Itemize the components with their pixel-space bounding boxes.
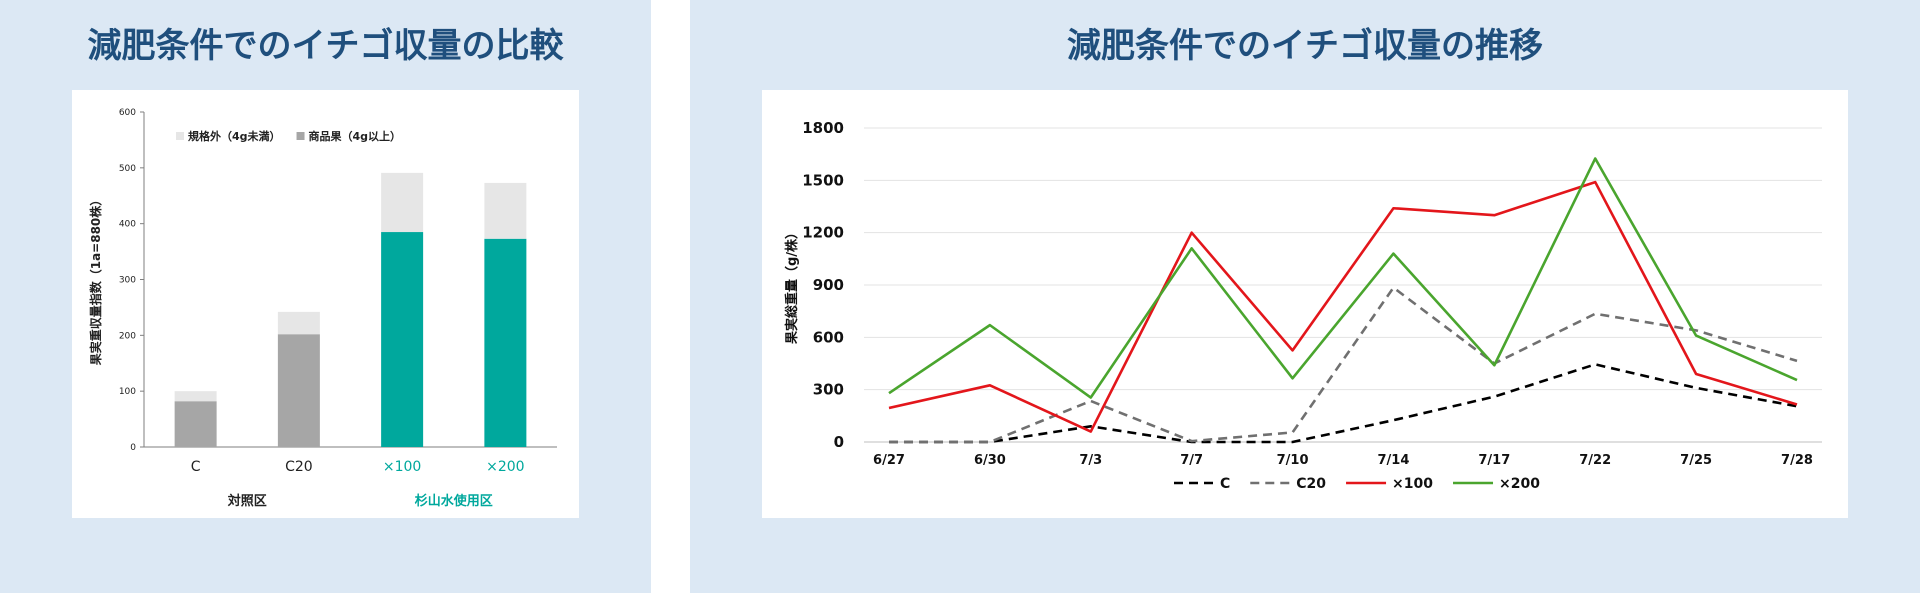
bar-chart: 0 100 200 300 400 500 600 果実重収量指数（1a=880株） C C20 ×… [88, 108, 557, 509]
line-x-tick-label: 7/3 [1079, 453, 1102, 468]
line-x-tick-label: 7/17 [1478, 453, 1510, 468]
bar-category-label: C [191, 459, 201, 475]
line-y-tick-label: 600 [813, 328, 844, 346]
bar-group-label: 杉山水使用区 [415, 493, 493, 509]
bar-segment-×100-0 [381, 232, 424, 447]
line-y-tick-label: 1800 [802, 119, 844, 137]
line-y-tick-label: 1500 [802, 171, 844, 189]
bar-segment-×200-1 [484, 182, 527, 239]
right-panel: 減肥条件でのイチゴ収量の推移 0 300 600 900 1200 1500 1800 6/2… [690, 0, 1920, 593]
bar-legend-swatch [296, 132, 305, 140]
bar-segment-C20-0 [277, 334, 320, 447]
line-y-tick-label: 1200 [802, 224, 844, 242]
line-series-1 [889, 286, 1798, 444]
line-legend-label: C [1220, 476, 1230, 492]
line-series-2 [888, 180, 1798, 433]
bar-group-label: 対照区 [227, 493, 267, 509]
line-y-tick-label: 900 [813, 276, 844, 294]
line-x-tick-label: 6/30 [974, 453, 1006, 468]
bar-legend-label: 商品果（4g以上） [309, 129, 402, 143]
line-x-tick-label: 7/22 [1579, 453, 1611, 468]
line-x-tick-label: 7/10 [1277, 453, 1309, 468]
left-panel: 減肥条件でのイチゴ収量の比較 0 100 200 300 400 500 600 果実重収量指… [0, 0, 651, 593]
line-x-tick-label: 7/25 [1680, 453, 1712, 468]
bar-segment-C-0 [174, 401, 217, 447]
line-y-tick-label: 300 [813, 381, 844, 399]
line-x-tick-label: 7/28 [1781, 453, 1813, 468]
line-legend-label: C20 [1296, 476, 1326, 492]
line-y-axis-label: 果実総重量（g/株） [784, 226, 800, 345]
line-y-tick-label: 0 [834, 433, 844, 451]
line-legend-label: ×200 [1499, 476, 1540, 492]
line-x-tick-label: 6/27 [873, 453, 905, 468]
right-chart-title: 減肥条件でのイチゴ収量の推移 [1067, 26, 1543, 66]
bar-segment-C-1 [174, 391, 217, 402]
line-series-3 [888, 157, 1798, 399]
bar-y-tick-label: 500 [119, 164, 136, 174]
bar-category-label: ×100 [383, 459, 421, 475]
bar-y-tick-label: 0 [130, 443, 136, 453]
line-x-tick-label: 7/14 [1377, 453, 1409, 468]
left-chart-title: 減肥条件でのイチゴ収量の比較 [87, 26, 564, 66]
bar-chart-card: 0 100 200 300 400 500 600 果実重収量指数（1a=880株） C C20 ×… [72, 90, 579, 518]
bar-category-label: ×200 [486, 459, 524, 475]
line-legend-label: ×100 [1392, 476, 1433, 492]
bar-legend-label: 規格外（4g未満） [188, 129, 281, 143]
bar-y-tick-label: 100 [119, 387, 136, 397]
bar-segment-C20-1 [277, 311, 320, 335]
bar-y-tick-label: 300 [119, 276, 136, 286]
line-x-tick-label: 7/7 [1180, 453, 1203, 468]
bar-y-tick-label: 600 [119, 108, 136, 118]
bar-y-axis-label: 果実重収量指数（1a=880株） [88, 194, 103, 367]
line-chart: 0 300 600 900 1200 1500 1800 6/27 6/30 7/3 7/7 7/10… [784, 119, 1822, 492]
bar-segment-×200-0 [484, 238, 527, 447]
bar-legend-swatch [176, 132, 184, 140]
bar-segment-×100-1 [381, 172, 424, 233]
bar-y-axis-label-group: 果実重収量指数（1a=880株） [88, 194, 103, 367]
bar-y-tick-label: 400 [119, 220, 136, 230]
line-series-0 [889, 363, 1798, 444]
line-y-axis-label-group: 果実総重量（g/株） [784, 226, 800, 345]
line-chart-card: 0 300 600 900 1200 1500 1800 6/27 6/30 7/3 7/7 7/10… [762, 90, 1848, 518]
bar-category-label: C20 [285, 459, 313, 475]
bar-y-tick-label: 200 [119, 331, 136, 341]
